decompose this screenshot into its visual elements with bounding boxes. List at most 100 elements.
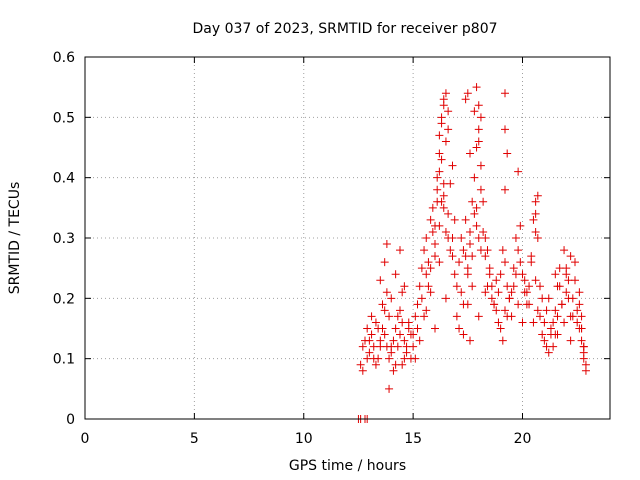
data-point [356, 360, 365, 369]
data-point [441, 137, 450, 146]
data-point [422, 270, 431, 279]
data-point [435, 149, 444, 158]
data-point [400, 336, 409, 345]
data-point [461, 215, 470, 224]
data-point [396, 330, 404, 339]
data-point [433, 197, 442, 206]
data-point [516, 258, 525, 267]
data-point [450, 215, 459, 224]
data-point [498, 246, 507, 255]
data-point [431, 324, 439, 333]
data-point [525, 282, 534, 291]
data-point [538, 330, 547, 339]
data-point [476, 185, 485, 194]
data-point [468, 282, 477, 291]
data-point [501, 306, 509, 315]
data-point [380, 330, 389, 339]
data-point [444, 125, 453, 134]
data-point [413, 300, 422, 309]
data-point [437, 155, 446, 164]
data-point [358, 342, 367, 351]
data-point [391, 360, 400, 369]
data-point [562, 288, 571, 297]
data-point [566, 336, 575, 345]
data-point [533, 191, 542, 200]
data-point [474, 125, 483, 134]
data-point [435, 131, 444, 140]
data-point [426, 215, 435, 224]
data-point [470, 209, 479, 218]
data-point [448, 252, 457, 261]
data-point [358, 366, 367, 375]
data-point [527, 258, 536, 267]
data-point [498, 336, 507, 345]
y-tick-label: 0.6 [53, 50, 75, 66]
data-point [446, 246, 455, 255]
data-point [557, 300, 566, 309]
data-point [503, 312, 512, 321]
data-point [431, 240, 439, 249]
data-point [511, 270, 520, 279]
data-point [420, 312, 429, 321]
data-point [461, 95, 470, 104]
data-point [496, 270, 505, 279]
data-point [448, 161, 457, 170]
data-point [531, 209, 540, 218]
data-point [509, 282, 518, 291]
data-point [431, 221, 439, 230]
data-point [509, 264, 518, 273]
data-point [420, 246, 429, 255]
data-point [573, 318, 582, 327]
data-point [577, 324, 586, 333]
data-point [389, 336, 398, 345]
data-point [387, 294, 396, 303]
data-point [457, 234, 466, 242]
data-point [581, 366, 590, 375]
x-tick-label: 15 [404, 431, 422, 447]
data-point [568, 294, 577, 303]
data-point [409, 330, 418, 339]
data-point [474, 101, 483, 110]
data-point [479, 197, 488, 206]
data-point [466, 240, 474, 249]
data-point [505, 294, 514, 303]
data-point [459, 330, 468, 339]
data-point [417, 264, 426, 273]
data-point [463, 89, 472, 98]
data-point [466, 227, 474, 236]
data-point [411, 354, 420, 363]
data-point [551, 270, 560, 279]
data-point [363, 324, 372, 333]
data-point [494, 318, 503, 327]
y-tick-label: 0.2 [53, 291, 75, 307]
data-point [367, 330, 376, 339]
grid-lines [85, 57, 610, 419]
data-point [546, 330, 555, 339]
data-point [441, 294, 450, 303]
data-point [476, 246, 485, 255]
data-point [371, 318, 380, 327]
data-point [444, 107, 453, 116]
data-point [470, 173, 479, 182]
data-point [553, 312, 562, 321]
data-point [487, 294, 496, 303]
data-point [470, 107, 479, 116]
data-point [533, 234, 542, 242]
data-point [564, 276, 573, 285]
data-point [472, 143, 481, 152]
data-point [468, 197, 477, 206]
x-tick-label: 0 [81, 431, 90, 447]
data-point [540, 318, 549, 327]
data-point [481, 252, 490, 261]
data-point [577, 312, 586, 321]
data-point [452, 312, 461, 321]
data-point [374, 324, 383, 333]
x-axis-label: GPS time / hours [289, 458, 406, 474]
data-point [382, 288, 391, 297]
data-point [385, 354, 394, 363]
data-point [404, 318, 413, 327]
data-point [544, 348, 553, 357]
data-point [466, 149, 474, 158]
data-point [522, 288, 531, 297]
